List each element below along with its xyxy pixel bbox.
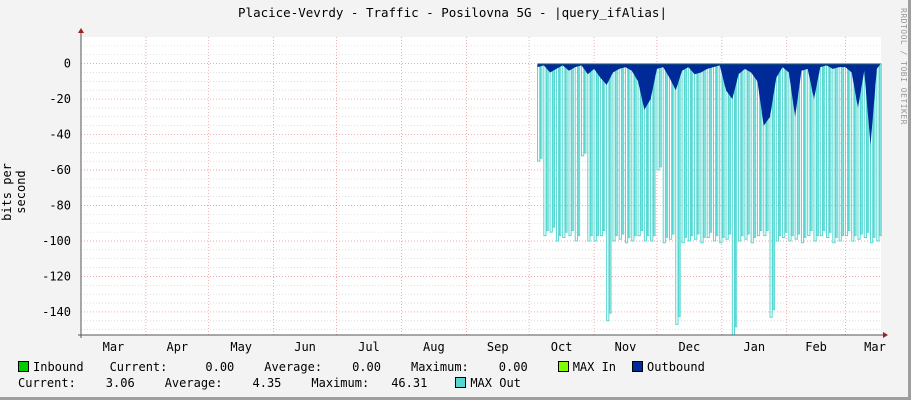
inbound-current-value: 0.00 [205,360,235,374]
legend-max-in-label: MAX In [572,360,617,374]
x-tick-label: Dec [679,340,701,354]
x-tick-label: Feb [805,340,827,354]
x-axis-arrow [883,332,888,338]
y-tick-label: -100 [42,234,71,248]
inbound-current-label: Current: [109,360,168,374]
max-in-swatch [557,361,569,372]
outbound-maximum-value: 46.31 [391,376,428,390]
outbound-average-label: Average: [164,376,223,390]
x-tick-label: May [230,340,252,354]
y-tick-label: -140 [42,305,71,319]
outbound-average-value: 4.35 [252,376,282,390]
x-tick-label: Nov [615,340,637,354]
legend-outbound-label: Outbound [647,360,705,374]
x-tick-label: Jan [743,340,765,354]
outbound-maximum-label: Maximum: [311,376,370,390]
legend-max-out-label: MAX Out [470,376,521,390]
outbound-current-label: Current: [18,376,76,390]
x-tick-label: Oct [551,340,573,354]
x-tick-label: Jun [294,340,316,354]
outbound-swatch [632,361,644,372]
inbound-swatch [18,361,29,372]
x-tick-label: Mar [103,340,125,354]
y-tick-label: -40 [49,128,71,142]
outbound-area [537,63,881,146]
inbound-average-value: 0.00 [352,360,381,374]
legend-row-1: Inbound Current: 0.00 Average: 0.00 Maximum: 0… [18,360,705,374]
graph-title: Placice-Vevrdy - Traffic - Posilovna 5G … [238,5,667,20]
legend-inbound-label: Inbound [33,360,84,374]
inbound-maximum-label: Maximum: [410,360,469,374]
inbound-average-label: Average: [264,360,323,374]
y-tick-label: -80 [49,199,71,213]
x-tick-label: Apr [166,340,188,354]
watermark: RRDTOOL / TOBI OETIKER [899,8,908,125]
inbound-maximum-value: 0.00 [498,360,528,374]
y-axis-arrow [78,28,84,33]
y-tick-label: -120 [42,269,71,283]
y-tick-label: -20 [49,92,71,106]
y-tick-label: 0 [64,57,71,71]
max-out-swatch [455,377,467,388]
y-tick-label: -60 [49,163,71,177]
x-tick-label: Mar [864,340,886,354]
x-tick-label: Aug [423,340,445,354]
x-tick-label: Jul [358,340,380,354]
x-tick-label: Sep [487,340,509,354]
legend-row-2: Current: 3.06 Average: 4.35 Maximum: 46.31 MAX… [18,376,521,390]
outbound-current-value: 3.06 [105,376,135,390]
